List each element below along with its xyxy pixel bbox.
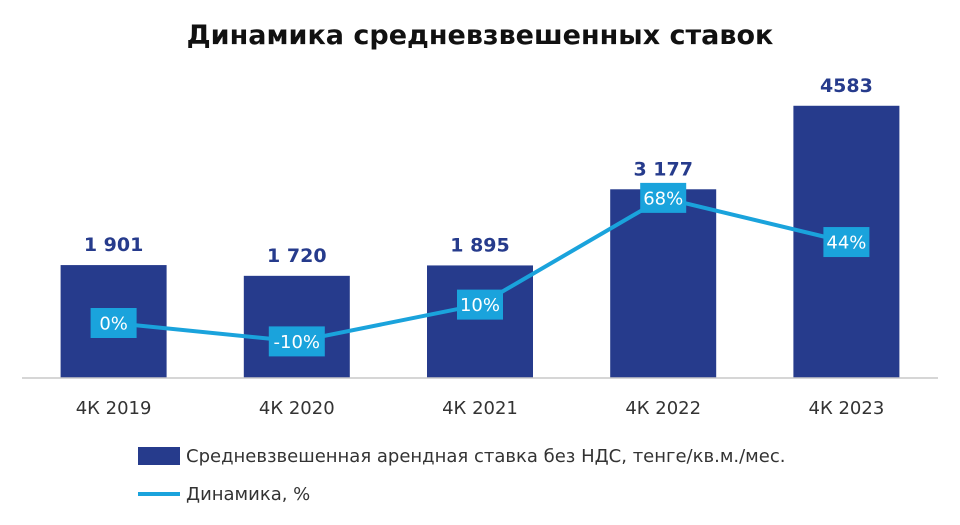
legend-bar-label: Средневзвешенная арендная ставка без НДС…	[186, 446, 785, 467]
legend-bar-swatch	[138, 447, 180, 465]
point-value-label: 0%	[99, 314, 128, 335]
point-label-box	[640, 182, 687, 213]
x-tick-label: 4К 2022	[625, 398, 701, 419]
point-label-box	[457, 289, 503, 320]
point-label-box	[268, 326, 325, 357]
bar-value-label: 3 177	[633, 158, 693, 180]
point-value-label: 10%	[460, 295, 500, 316]
x-tick-label: 4К 2021	[442, 398, 518, 419]
bar-value-label: 1 901	[84, 234, 144, 256]
point-value-label: 44%	[826, 233, 866, 254]
bar-value-label: 1 895	[450, 234, 510, 256]
x-tick-labels: 4К 2019 4К 2020 4К 2021 4К 2022 4К 2023	[76, 398, 885, 419]
point-label-box	[90, 308, 137, 338]
bar-value-label: 4583	[820, 75, 873, 97]
x-tick-label: 4К 2020	[259, 398, 335, 419]
chart-title: Динамика средневзвешенных ставок	[187, 20, 774, 51]
x-tick-label: 4К 2023	[809, 398, 885, 419]
point-value-label: -10%	[274, 332, 321, 353]
legend: Средневзвешенная арендная ставка без НДС…	[138, 446, 785, 505]
line-layer: 0% -10% 10% 68% 44%	[90, 182, 870, 357]
bar-value-label: 1 720	[267, 245, 327, 267]
x-tick-label: 4К 2019	[76, 398, 152, 419]
point-value-label: 68%	[643, 188, 683, 209]
legend-line-label: Динамика, %	[186, 484, 310, 505]
point-label-box	[823, 227, 870, 258]
